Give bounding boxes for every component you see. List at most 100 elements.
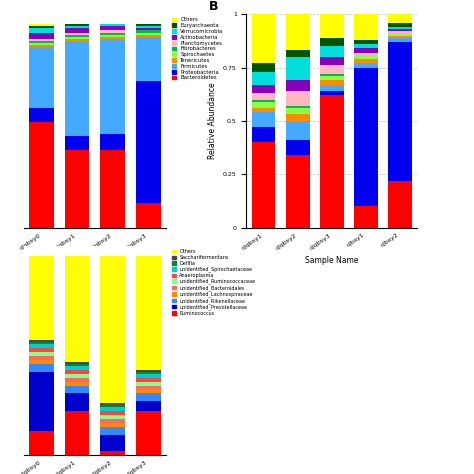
Bar bbox=[64, 378, 90, 382]
Bar bbox=[136, 203, 161, 228]
Bar bbox=[388, 42, 412, 181]
Bar bbox=[29, 28, 54, 33]
Bar bbox=[64, 150, 90, 228]
Bar bbox=[29, 364, 54, 372]
Bar bbox=[320, 14, 344, 38]
Bar bbox=[29, 41, 54, 43]
Bar bbox=[286, 51, 310, 57]
Bar bbox=[320, 74, 344, 76]
Bar bbox=[29, 372, 54, 431]
Bar bbox=[136, 385, 161, 390]
Bar bbox=[29, 38, 54, 41]
Bar bbox=[64, 41, 90, 136]
Bar bbox=[354, 59, 378, 64]
Bar bbox=[136, 33, 161, 35]
X-axis label: Sample Name: Sample Name bbox=[305, 256, 358, 265]
Bar bbox=[320, 65, 344, 74]
Bar bbox=[29, 27, 54, 28]
Bar bbox=[29, 33, 54, 38]
Bar bbox=[354, 206, 378, 228]
Bar bbox=[286, 140, 310, 155]
Bar bbox=[320, 57, 344, 65]
Bar bbox=[320, 46, 344, 57]
Bar bbox=[100, 30, 125, 33]
Bar bbox=[286, 80, 310, 91]
Bar bbox=[320, 76, 344, 80]
Bar bbox=[388, 27, 412, 29]
Bar bbox=[286, 121, 310, 140]
Bar bbox=[100, 403, 125, 405]
Bar bbox=[29, 108, 54, 122]
Bar bbox=[136, 372, 161, 374]
Legend: Others, Saccharifermentans, Deflfia, unidentified_Spirochaetaceae, Anaeroplasma,: Others, Saccharifermentans, Deflfia, uni… bbox=[171, 249, 256, 316]
Bar bbox=[354, 14, 378, 40]
Bar bbox=[29, 47, 54, 108]
Bar bbox=[136, 393, 161, 401]
Y-axis label: Relative Abundance: Relative Abundance bbox=[209, 82, 218, 159]
Bar bbox=[100, 33, 125, 35]
Bar bbox=[388, 36, 412, 38]
Bar bbox=[388, 181, 412, 228]
Bar bbox=[136, 256, 161, 370]
Bar bbox=[100, 411, 125, 415]
Bar bbox=[100, 27, 125, 30]
Bar bbox=[136, 374, 161, 378]
Bar bbox=[252, 14, 275, 64]
Bar bbox=[29, 356, 54, 360]
Bar bbox=[100, 38, 125, 134]
Bar bbox=[29, 348, 54, 352]
Bar bbox=[252, 112, 275, 128]
Bar bbox=[320, 38, 344, 46]
Bar bbox=[100, 35, 125, 36]
Bar bbox=[29, 43, 54, 45]
Bar bbox=[286, 155, 310, 228]
Bar bbox=[64, 382, 90, 385]
Bar bbox=[29, 352, 54, 356]
Bar bbox=[252, 100, 275, 102]
Bar bbox=[354, 48, 378, 53]
Bar bbox=[29, 340, 54, 342]
Bar bbox=[136, 401, 161, 411]
Bar bbox=[136, 27, 161, 28]
Bar bbox=[388, 38, 412, 42]
Bar bbox=[136, 411, 161, 455]
Bar bbox=[64, 136, 90, 150]
Bar bbox=[100, 451, 125, 455]
Bar bbox=[64, 385, 90, 393]
Bar bbox=[64, 28, 90, 33]
Bar bbox=[136, 390, 161, 393]
X-axis label: Sample Name: Sample Name bbox=[68, 256, 121, 265]
Bar bbox=[286, 14, 310, 51]
Bar bbox=[354, 55, 378, 59]
Bar bbox=[252, 72, 275, 84]
Bar bbox=[29, 431, 54, 455]
Text: B: B bbox=[209, 0, 219, 13]
Bar bbox=[136, 24, 161, 27]
Bar bbox=[136, 370, 161, 372]
Bar bbox=[29, 344, 54, 348]
Bar bbox=[64, 27, 90, 28]
Bar bbox=[64, 33, 90, 35]
Bar bbox=[100, 427, 125, 435]
Bar bbox=[252, 142, 275, 228]
Bar bbox=[100, 419, 125, 423]
Bar bbox=[100, 407, 125, 411]
Bar bbox=[252, 93, 275, 100]
Bar bbox=[64, 35, 90, 36]
Bar bbox=[286, 108, 310, 115]
Bar bbox=[136, 36, 161, 81]
Bar bbox=[29, 45, 54, 47]
Legend: Others, Euryarchaeota, Verrucomicrobia, Actinobacteria, Planctomycetes, Fibrobac: Others, Euryarchaeota, Verrucomicrobia, … bbox=[172, 17, 224, 81]
Bar bbox=[252, 108, 275, 112]
Bar bbox=[100, 405, 125, 407]
Bar bbox=[136, 378, 161, 382]
Bar bbox=[64, 38, 90, 41]
Bar bbox=[64, 370, 90, 374]
Bar bbox=[100, 150, 125, 228]
Bar bbox=[354, 68, 378, 206]
Bar bbox=[320, 91, 344, 95]
Bar bbox=[100, 36, 125, 38]
Bar bbox=[388, 23, 412, 27]
Bar bbox=[100, 256, 125, 403]
Bar bbox=[252, 128, 275, 142]
